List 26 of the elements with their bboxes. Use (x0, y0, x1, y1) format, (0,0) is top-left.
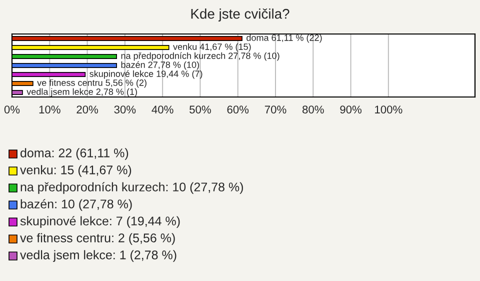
data-label: ve fitness centru 5,56 % (2) (37, 79, 146, 88)
x-tick-label: 80% (302, 106, 324, 114)
x-tick-label: 60% (227, 106, 249, 114)
chart-title: Kde jste cvičila? (191, 8, 290, 22)
data-label: venku 41,67 % (15) (173, 43, 251, 52)
data-label: vedla jsem lekce 2,78 % (1) (26, 88, 137, 97)
x-tick-label: 70% (264, 106, 286, 114)
x-tick-label: 90% (340, 106, 362, 114)
data-label: na předporodních kurzech 27,78 % (10) (121, 52, 280, 61)
text: na předporodních kurzech: 10 (27,78 %) (20, 182, 243, 194)
x-tick-label: 100% (375, 106, 402, 114)
text: vedla jsem lekce: 1 (2,78 %) (20, 250, 176, 262)
x-tick-label: 30% (114, 106, 136, 114)
text: venku: 15 (41,67 %) (20, 165, 132, 177)
text: skupinové lekce: 7 (19,44 %) (20, 216, 180, 228)
data-label: skupinové lekce 19,44 % (7) (90, 70, 202, 79)
data-label: bazén 27,78 % (10) (121, 61, 199, 70)
x-tick-label: 0% (4, 106, 20, 114)
text: bazén: 10 (27,78 %) (20, 199, 132, 211)
x-tick-label: 50% (190, 106, 211, 114)
text: ve fitness centru: 2 (5,56 %) (20, 233, 175, 245)
x-tick-label: 20% (76, 106, 98, 114)
text: doma: 22 (61,11 %) (20, 148, 128, 160)
data-label: doma 61,11 % (22) (246, 34, 322, 43)
x-tick-label: 10% (39, 106, 60, 114)
x-tick-label: 40% (152, 106, 174, 114)
